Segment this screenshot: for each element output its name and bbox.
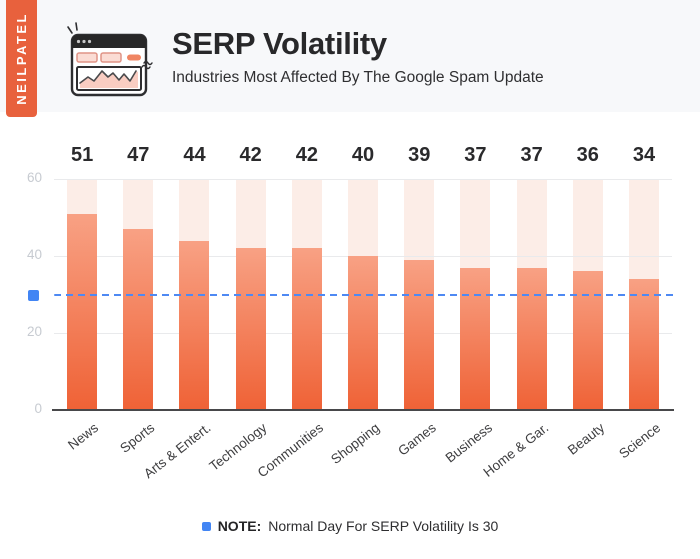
reference-line-marker-icon: [28, 289, 39, 301]
category-label: Games: [394, 420, 439, 459]
bar-value-label: 47: [127, 144, 150, 166]
reference-line: [54, 293, 678, 296]
bar: [123, 229, 154, 410]
page-title: SERP Volatility: [172, 26, 387, 61]
bar: [235, 248, 266, 410]
note: NOTE: Normal Day For SERP Volatility Is …: [0, 518, 700, 534]
category-label: Sports: [117, 420, 158, 456]
category-label: Science: [616, 420, 664, 462]
bar-value-label: 51: [70, 144, 94, 166]
y-axis-tick-label: 60: [26, 170, 42, 185]
header-band: SERP Volatility Industries Most Affected…: [0, 0, 700, 112]
bar: [291, 248, 322, 410]
bar: [179, 240, 210, 410]
bar: [628, 279, 659, 410]
note-label: NOTE:: [217, 518, 262, 534]
category-label: News: [65, 420, 102, 453]
bar-value-label: 39: [408, 144, 431, 166]
bar: [572, 271, 603, 410]
y-axis-tick-label: 40: [26, 247, 42, 262]
bar: [516, 267, 547, 410]
bar: [460, 267, 491, 410]
gridline: [54, 179, 672, 180]
bar: [67, 213, 98, 410]
category-label: Business: [442, 420, 495, 466]
bar: [404, 259, 435, 410]
bar-value-label: 34: [632, 144, 656, 166]
neilpatel-banner: NEILPATEL: [6, 0, 37, 117]
category-label: Beauty: [564, 420, 608, 458]
brand-name: NEILPATEL: [14, 12, 29, 105]
note-text: Normal Day For SERP Volatility Is 30: [268, 518, 499, 534]
bar-value-label: 42: [239, 144, 262, 166]
y-axis-tick-label: 0: [34, 401, 42, 416]
bar-value-label: 42: [295, 144, 318, 166]
bar-value-label: 44: [183, 144, 206, 166]
browser-chart-icon: [58, 18, 158, 108]
y-axis-tick-label: 20: [26, 324, 42, 339]
bar-value-label: 37: [464, 144, 487, 166]
page-subtitle: Industries Most Affected By The Google S…: [172, 69, 544, 86]
category-label: Shopping: [328, 420, 383, 467]
note-marker-icon: [201, 521, 211, 531]
bar-value-label: 40: [351, 144, 375, 166]
bar: [348, 256, 379, 410]
x-axis-line: [52, 409, 674, 411]
bar-value-label: 36: [576, 144, 599, 166]
squiggle-icon: [141, 60, 153, 70]
sparkle-icon: [67, 22, 78, 34]
bar-value-label: 37: [520, 144, 543, 166]
bar-slot: 34 Science: [616, 144, 672, 461]
